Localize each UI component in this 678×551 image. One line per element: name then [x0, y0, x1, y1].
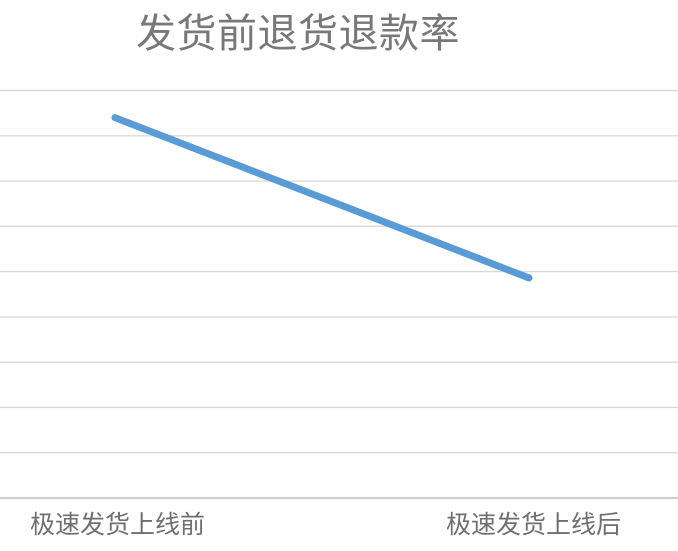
x-axis-label-before: 极速发货上线前 — [30, 511, 206, 539]
trend-line — [111, 114, 533, 282]
x-axis-label-after: 极速发货上线后 — [446, 511, 622, 539]
chart-title: 发货前退货退款率 — [136, 12, 460, 56]
